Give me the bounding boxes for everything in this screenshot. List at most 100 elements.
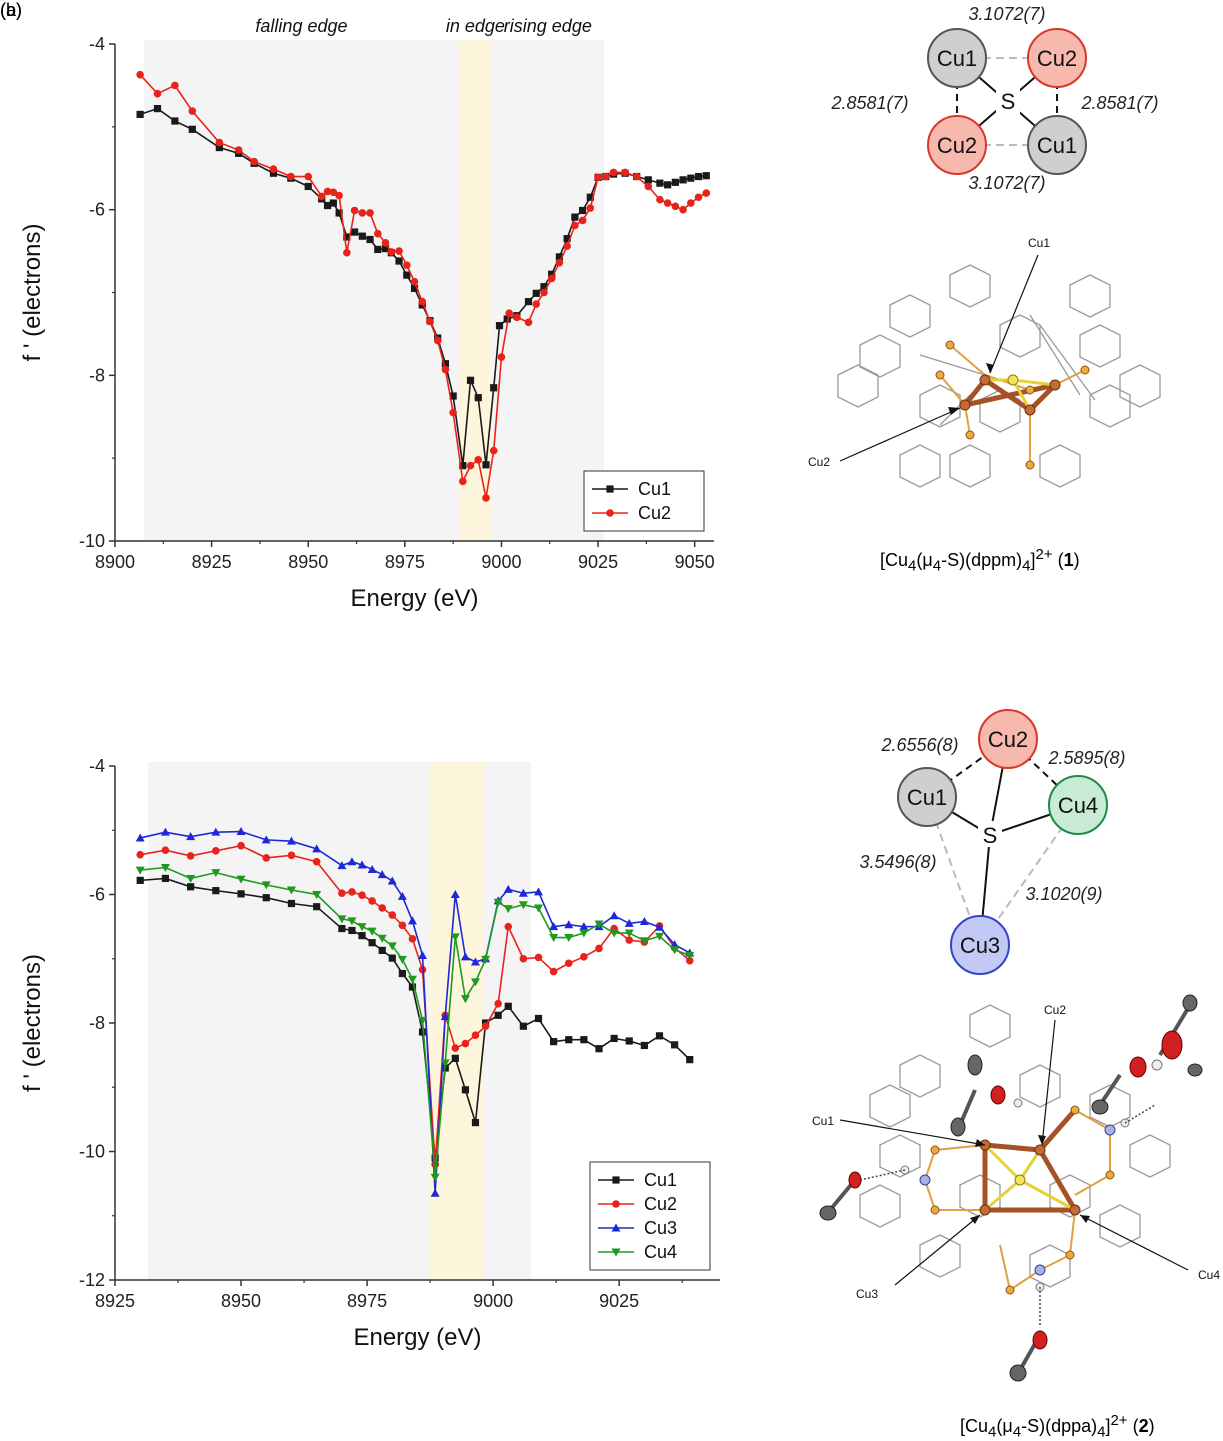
chartb-point-cu3 xyxy=(312,844,322,853)
chartb-point-cu4 xyxy=(685,952,695,961)
chartb-point-cu2 xyxy=(348,888,356,896)
schem2-dist-cu4-cu3: 3.1020(9) xyxy=(1025,884,1102,904)
charta-point-cu1 xyxy=(555,253,564,261)
charta-point-cu1 xyxy=(524,298,533,306)
chartb-point-cu2 xyxy=(471,1031,480,1040)
chartb-legend-marker-cu2 xyxy=(612,1200,620,1208)
charta-point-cu2 xyxy=(215,138,224,147)
chartb-point-cu1 xyxy=(368,939,376,947)
schem1-s: S xyxy=(1001,89,1016,114)
chartb-region-0 xyxy=(147,762,431,1280)
chartb-legend-marker-cu4 xyxy=(611,1248,621,1257)
charta-point-cu2 xyxy=(563,242,571,250)
chartb-point-cu4 xyxy=(186,874,196,883)
chartb-x-tick-label-4: 9025 xyxy=(599,1291,639,1311)
chartb-point-cu3 xyxy=(407,916,417,925)
chartb-point-cu1 xyxy=(595,1045,603,1053)
charta-point-cu2 xyxy=(482,494,490,502)
charta-point-cu2 xyxy=(171,81,179,90)
chartb-point-cu3 xyxy=(639,916,649,925)
chartb-point-cu4 xyxy=(160,864,170,873)
chartb-point-cu2 xyxy=(186,852,195,860)
chartb-point-cu1 xyxy=(187,883,195,891)
chartb-point-cu4 xyxy=(387,942,397,951)
charta-point-cu1 xyxy=(490,384,498,392)
charta-point-cu1 xyxy=(679,176,687,184)
chartb-point-cu4 xyxy=(377,934,387,943)
chartb-point-cu2 xyxy=(461,1039,470,1048)
chartb-point-cu4 xyxy=(470,978,480,987)
charta-point-cu2 xyxy=(441,365,450,374)
charta-point-cu2 xyxy=(524,318,533,327)
charta-point-cu2 xyxy=(547,274,556,283)
charta-point-cu2 xyxy=(671,202,680,211)
charta-point-cu2 xyxy=(343,248,351,257)
chartb-point-cu1 xyxy=(550,1038,558,1046)
charta-y-tick-label-2: -6 xyxy=(89,200,105,220)
schem1-dist-bottom: 3.1072(7) xyxy=(968,173,1045,193)
charta-point-cu1 xyxy=(532,289,540,297)
chartb-point-cu4 xyxy=(357,923,367,932)
chartb-point-cu4 xyxy=(261,881,271,890)
chartb-point-cu1 xyxy=(640,1041,648,1050)
chartb-point-cu2 xyxy=(534,953,543,962)
chartb-point-cu2 xyxy=(312,857,321,866)
charta-legend-marker-cu1 xyxy=(606,485,614,493)
chartb-point-cu3 xyxy=(357,860,367,869)
chartb-point-cu1 xyxy=(610,1034,618,1043)
charta-point-cu1 xyxy=(441,360,450,368)
chartb-point-cu4 xyxy=(594,920,604,929)
charta-point-cu1 xyxy=(171,117,179,125)
chartb-legend-label-cu1: Cu1 xyxy=(644,1170,677,1190)
chartb-point-cu1 xyxy=(287,899,296,908)
struct2-label-cu2: Cu2 xyxy=(1044,1003,1066,1017)
chartb-point-cu4 xyxy=(518,901,528,910)
chartb-y-tick-label-2: -8 xyxy=(89,1013,105,1033)
charta-point-cu2 xyxy=(632,172,641,181)
chartb-point-cu2 xyxy=(685,956,694,965)
charta-point-cu1 xyxy=(474,394,482,402)
chartb-point-cu3 xyxy=(135,833,145,842)
charta-point-cu2 xyxy=(234,146,243,154)
charta-point-cu2 xyxy=(402,261,411,269)
chartb-series-cu2 xyxy=(136,841,694,1169)
chartb-point-cu3 xyxy=(655,922,664,931)
chartb-point-cu1 xyxy=(565,1036,573,1044)
chartb-point-cu1 xyxy=(378,946,386,954)
chartb-legend-label-cu4: Cu4 xyxy=(644,1242,677,1262)
chartb-point-cu4 xyxy=(337,915,347,924)
chartb-point-cu1 xyxy=(348,926,356,935)
chartb-legend-label-cu3: Cu3 xyxy=(644,1218,677,1238)
charta-y-tick-label-0: -10 xyxy=(79,531,105,551)
chartb-point-cu2 xyxy=(519,954,528,963)
schem2-dist-cu1-cu3: 3.5496(8) xyxy=(859,852,936,872)
charta-point-cu2 xyxy=(578,216,587,225)
chartb-point-cu3 xyxy=(440,1012,450,1021)
charta-point-cu2 xyxy=(317,192,326,201)
charta-region-label-0: falling edge xyxy=(255,16,347,36)
charta-point-cu1 xyxy=(323,201,332,210)
chartb-point-cu1 xyxy=(504,1002,512,1010)
chartb-point-cu3 xyxy=(534,887,543,896)
chartb-point-cu1 xyxy=(136,876,144,884)
chartb-point-cu4 xyxy=(211,869,221,878)
chartb-point-cu3 xyxy=(236,827,246,836)
chartb-point-cu2 xyxy=(212,847,220,855)
charta-point-cu1 xyxy=(343,233,351,241)
schem1-dist-right: 2.8581(7) xyxy=(1080,93,1158,113)
charta-point-cu2 xyxy=(373,229,382,238)
chartb-point-cu2 xyxy=(262,854,271,862)
schem2-dist-cu1-cu2: 2.6556(8) xyxy=(880,735,958,755)
charta-point-cu1 xyxy=(644,176,652,184)
charta-point-cu1 xyxy=(671,178,679,186)
charta-point-cu1 xyxy=(381,244,390,253)
chartb-point-cu1 xyxy=(237,890,245,898)
charta-point-cu1 xyxy=(548,270,556,278)
chartb-point-cu2 xyxy=(549,967,558,976)
chartb-point-cu1 xyxy=(262,894,270,902)
charta-x-tick-label-2: 8950 xyxy=(288,552,328,572)
charta-point-cu1 xyxy=(503,315,511,323)
charta-point-cu1 xyxy=(153,105,162,113)
charta-point-cu1 xyxy=(495,322,504,330)
charta-point-cu1 xyxy=(702,172,710,180)
